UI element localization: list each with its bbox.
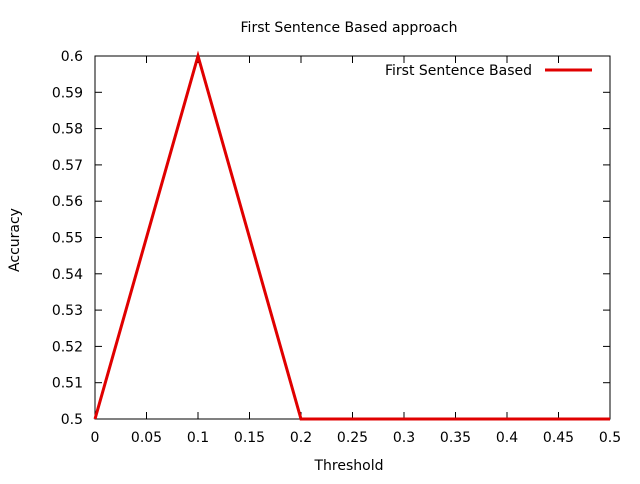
legend-label: First Sentence Based bbox=[385, 63, 532, 79]
x-tick-label: 0.4 bbox=[496, 430, 518, 446]
y-tick-label: 0.6 bbox=[61, 49, 83, 65]
y-tick-label: 0.59 bbox=[52, 85, 83, 101]
x-tick-label: 0.5 bbox=[599, 430, 621, 446]
y-tick-label: 0.53 bbox=[52, 303, 83, 319]
y-axis-label: Accuracy bbox=[7, 208, 23, 272]
chart-title: First Sentence Based approach bbox=[241, 20, 458, 36]
x-tick-label: 0 bbox=[91, 430, 100, 446]
x-tick-label: 0.3 bbox=[393, 430, 415, 446]
x-tick-label: 0.15 bbox=[234, 430, 265, 446]
legend: First Sentence Based bbox=[385, 63, 592, 79]
y-tick-label: 0.55 bbox=[52, 231, 83, 247]
series-line-0 bbox=[93, 50, 610, 421]
x-tick-label: 0.05 bbox=[131, 430, 162, 446]
y-tick-label: 0.5 bbox=[61, 412, 83, 428]
y-tick-label: 0.58 bbox=[52, 122, 83, 138]
x-tick-label: 0.35 bbox=[440, 430, 471, 446]
y-tick-label: 0.57 bbox=[52, 158, 83, 174]
x-axis-label: Threshold bbox=[314, 458, 384, 474]
y-tick-label: 0.52 bbox=[52, 339, 83, 355]
x-tick-label: 0.45 bbox=[543, 430, 574, 446]
x-tick-label: 0.25 bbox=[337, 430, 368, 446]
y-tick-label: 0.51 bbox=[52, 376, 83, 392]
y-tick-label: 0.56 bbox=[52, 194, 83, 210]
plot-frame bbox=[94, 55, 611, 420]
x-axis: 0 0.05 0.1 0.15 0.2 0.25 0.3 0.35 0.4 0.45 0.5 bbox=[91, 56, 621, 446]
x-tick-label: 0.2 bbox=[290, 430, 312, 446]
x-tick-label: 0.1 bbox=[187, 430, 209, 446]
series-layer bbox=[93, 50, 610, 421]
y-axis: 0.5 0.51 0.52 0.53 0.54 0.55 0.56 0.57 0.58 0.59 0… bbox=[52, 49, 610, 428]
y-tick-label: 0.54 bbox=[52, 267, 83, 283]
